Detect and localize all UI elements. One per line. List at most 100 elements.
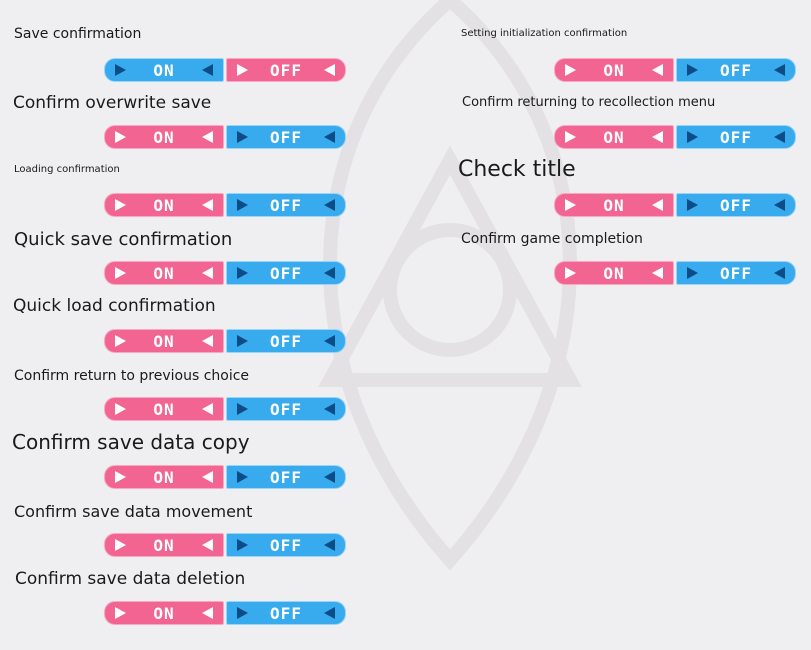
arrow-right-icon — [565, 64, 576, 76]
arrow-right-icon — [237, 403, 248, 415]
setting-label: Loading confirmation — [14, 164, 120, 175]
on-off-toggle: ON OFF — [104, 533, 346, 557]
on-label: ON — [153, 535, 175, 555]
arrow-right-icon — [115, 403, 126, 415]
off-button[interactable]: OFF — [676, 261, 796, 285]
on-off-toggle: ON OFF — [104, 601, 346, 625]
on-button[interactable]: ON — [104, 397, 224, 421]
off-label: OFF — [720, 195, 752, 215]
arrow-right-icon — [687, 267, 698, 279]
arrow-right-icon — [115, 539, 126, 551]
on-button[interactable]: ON — [104, 533, 224, 557]
arrow-right-icon — [237, 471, 248, 483]
off-label: OFF — [270, 195, 302, 215]
arrow-left-icon — [774, 267, 785, 279]
off-label: OFF — [270, 535, 302, 555]
arrow-right-icon — [115, 64, 126, 76]
arrow-right-icon — [237, 539, 248, 551]
arrow-left-icon — [201, 539, 213, 551]
off-button[interactable]: OFF — [226, 465, 346, 489]
on-button[interactable]: ON — [554, 58, 674, 82]
arrow-right-icon — [115, 199, 126, 211]
on-label: ON — [603, 263, 625, 283]
arrow-right-icon — [237, 267, 248, 279]
on-label: ON — [153, 399, 175, 419]
on-off-toggle: ON OFF — [104, 58, 346, 82]
off-label: OFF — [270, 263, 302, 283]
on-label: ON — [603, 127, 625, 147]
on-button[interactable]: ON — [104, 125, 224, 149]
arrow-right-icon — [237, 131, 248, 143]
on-button[interactable]: ON — [104, 601, 224, 625]
on-button[interactable]: ON — [104, 465, 224, 489]
setting-label: Confirm overwrite save — [13, 93, 212, 113]
setting-label: Confirm return to previous choice — [14, 368, 250, 384]
arrow-right-icon — [115, 131, 126, 143]
off-button[interactable]: OFF — [226, 58, 346, 82]
arrow-left-icon — [651, 131, 663, 143]
arrow-left-icon — [324, 539, 335, 551]
arrow-right-icon — [237, 335, 248, 347]
on-off-toggle: ON OFF — [104, 261, 346, 285]
arrow-right-icon — [687, 199, 698, 211]
arrow-left-icon — [201, 131, 213, 143]
off-button[interactable]: OFF — [226, 261, 346, 285]
on-button[interactable]: ON — [554, 125, 674, 149]
arrow-left-icon — [324, 267, 335, 279]
arrow-left-icon — [201, 64, 213, 76]
arrow-left-icon — [324, 607, 335, 619]
off-button[interactable]: OFF — [226, 601, 346, 625]
on-button[interactable]: ON — [104, 58, 224, 82]
on-button[interactable]: ON — [104, 193, 224, 217]
arrow-left-icon — [324, 403, 335, 415]
arrow-left-icon — [201, 403, 213, 415]
on-label: ON — [153, 263, 175, 283]
arrow-left-icon — [774, 199, 785, 211]
off-button[interactable]: OFF — [226, 533, 346, 557]
on-off-toggle: ON OFF — [554, 261, 796, 285]
on-button[interactable]: ON — [554, 193, 674, 217]
arrow-right-icon — [237, 607, 248, 619]
setting-label: Confirm returning to recollection menu — [462, 95, 716, 110]
arrow-left-icon — [651, 199, 663, 211]
arrow-left-icon — [201, 471, 213, 483]
off-button[interactable]: OFF — [226, 397, 346, 421]
arrow-right-icon — [687, 64, 698, 76]
off-label: OFF — [270, 399, 302, 419]
setting-label: Quick save confirmation — [14, 229, 233, 250]
on-label: ON — [603, 195, 625, 215]
on-off-toggle: ON OFF — [104, 125, 346, 149]
off-button[interactable]: OFF — [676, 193, 796, 217]
on-button[interactable]: ON — [554, 261, 674, 285]
on-button[interactable]: ON — [104, 329, 224, 353]
arrow-right-icon — [687, 131, 698, 143]
arrow-left-icon — [324, 335, 335, 347]
arrow-left-icon — [774, 131, 785, 143]
off-button[interactable]: OFF — [676, 125, 796, 149]
arrow-left-icon — [201, 199, 213, 211]
arrow-right-icon — [115, 607, 126, 619]
arrow-right-icon — [237, 199, 248, 211]
off-label: OFF — [270, 603, 302, 623]
off-button[interactable]: OFF — [226, 329, 346, 353]
off-label: OFF — [720, 127, 752, 147]
off-button[interactable]: OFF — [226, 193, 346, 217]
arrow-left-icon — [651, 64, 663, 76]
on-off-toggle: ON OFF — [104, 193, 346, 217]
setting-label: Confirm save data copy — [12, 430, 250, 454]
setting-label: Setting initialization confirmation — [461, 28, 628, 39]
setting-label: Confirm game completion — [461, 231, 643, 247]
background-emblem — [318, 0, 582, 571]
on-off-toggle: ON OFF — [104, 465, 346, 489]
on-off-toggle: ON OFF — [554, 193, 796, 217]
on-button[interactable]: ON — [104, 261, 224, 285]
arrow-left-icon — [324, 131, 335, 143]
on-label: ON — [153, 127, 175, 147]
off-label: OFF — [270, 331, 302, 351]
setting-label: Check title — [458, 157, 576, 182]
off-button[interactable]: OFF — [226, 125, 346, 149]
off-button[interactable]: OFF — [676, 58, 796, 82]
setting-label: Save confirmation — [14, 26, 142, 42]
on-label: ON — [153, 195, 175, 215]
off-label: OFF — [270, 467, 302, 487]
